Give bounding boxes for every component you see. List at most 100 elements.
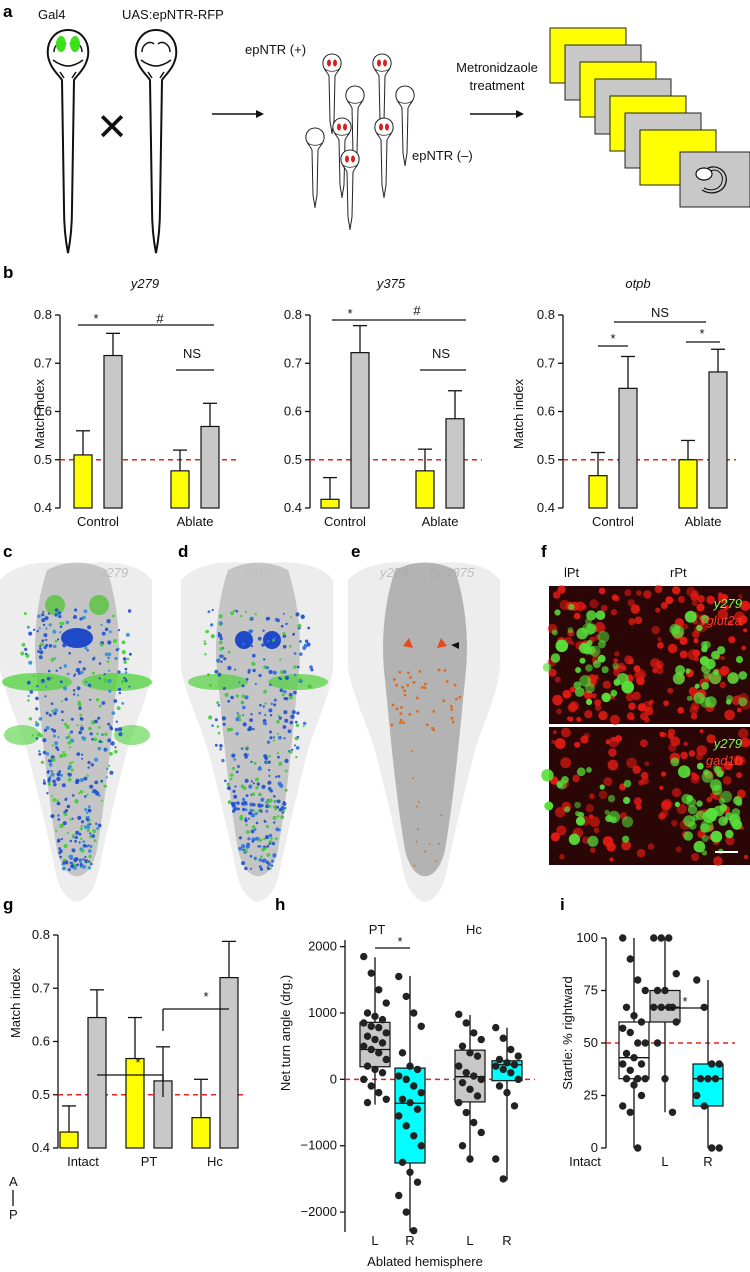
- bar: [87, 1016, 107, 1149]
- sig-label: *: [135, 1055, 140, 1070]
- red-cell: [686, 587, 696, 597]
- neuron-dot: [45, 685, 48, 688]
- neuron-dot: [279, 670, 284, 675]
- neuron-dot: [272, 670, 277, 675]
- green-cell: [579, 675, 592, 687]
- neuron-dot: [75, 667, 81, 673]
- overlap-dot: [425, 723, 429, 727]
- neuron-dot: [109, 725, 113, 729]
- red-cell: [736, 707, 742, 713]
- neuron-dot: [237, 714, 241, 719]
- neuron-dot: [203, 642, 207, 645]
- neuron-dot: [230, 695, 234, 700]
- data-point: [653, 1039, 662, 1047]
- neuron-dot: [86, 649, 89, 652]
- red-cell: [640, 712, 648, 721]
- neuron-dot: [279, 658, 282, 661]
- green-cell: [712, 669, 719, 676]
- red-cell: [640, 771, 649, 780]
- neuron-dot: [101, 733, 104, 736]
- data-point: [641, 1039, 649, 1047]
- neuron-dot: [253, 856, 257, 860]
- red-cell: [590, 847, 596, 853]
- neuron-dot: [42, 610, 45, 613]
- neuron-dot: [89, 784, 94, 789]
- neuron-dot: [278, 716, 282, 720]
- panel-label-a: a: [3, 2, 13, 21]
- bar: [219, 976, 239, 1149]
- neuron-dot: [233, 807, 237, 811]
- neuron-dot: [69, 761, 72, 765]
- data-point: [378, 1015, 387, 1024]
- green-cell: [564, 806, 571, 813]
- neuron-dot: [266, 844, 270, 848]
- neuron-dot: [261, 784, 266, 789]
- y-tick-label: 0.8: [537, 307, 555, 322]
- red-cell: [647, 843, 655, 850]
- neuron-dot: [78, 660, 82, 664]
- data-point: [653, 986, 662, 995]
- red-cell: [733, 755, 744, 766]
- red-cell: [610, 737, 616, 742]
- neuron-dot: [63, 664, 68, 668]
- red-cell: [585, 804, 594, 813]
- neuron-dot: [111, 711, 116, 715]
- neuron-dot: [50, 728, 54, 731]
- bar: [170, 470, 190, 509]
- neuron-dot: [245, 823, 248, 827]
- neuron-dot: [74, 608, 78, 612]
- panel-h: h PT Hc −2000 −1000 0 1000 2000 L R L R * Net tur…: [275, 895, 535, 1269]
- neuron-dot: [289, 645, 292, 648]
- neuron-dot: [107, 722, 111, 726]
- neuron-dot: [78, 706, 82, 710]
- red-cell: [594, 622, 606, 633]
- y-tick-label: 0.4: [32, 1140, 50, 1155]
- green-cell: [701, 771, 714, 783]
- neuron-dot: [117, 670, 121, 674]
- neuron-dot: [24, 647, 28, 651]
- neuron-dot: [57, 638, 60, 641]
- neuron-dot: [37, 732, 42, 737]
- red-cell: [594, 674, 599, 680]
- red-cell: [594, 704, 602, 711]
- panel-f: f lPt rPt y279 vglut2a y279 gad1b: [541, 542, 750, 866]
- green-cell: [713, 805, 725, 817]
- y-tick-label: 2000: [308, 939, 337, 954]
- neuron-dot: [66, 804, 71, 809]
- cross-symbol: ✕: [96, 105, 128, 149]
- neuron-dot: [87, 760, 91, 765]
- neuron-dot: [222, 722, 226, 726]
- neuron-dot: [258, 806, 261, 808]
- red-cell: [697, 595, 705, 603]
- neuron-dot: [52, 729, 57, 733]
- overlap-dot: [458, 695, 462, 699]
- bar: [445, 418, 465, 509]
- neuron-dot: [114, 727, 119, 732]
- neuron-dot: [58, 847, 62, 850]
- neuron-dot: [95, 698, 100, 702]
- neuron-dot: [282, 632, 286, 636]
- neuron-dot: [295, 746, 300, 750]
- x-category-label: R: [703, 1154, 712, 1169]
- neuron-dot: [115, 720, 118, 723]
- overlap-dot: [451, 720, 455, 724]
- red-cell: [625, 693, 635, 702]
- neuron-dot: [265, 666, 269, 670]
- red-cell: [668, 743, 677, 752]
- neuron-dot: [219, 744, 223, 748]
- neuron-dot: [93, 737, 97, 742]
- data-point: [395, 1191, 403, 1200]
- data-point: [661, 1075, 669, 1083]
- neuron-dot: [21, 642, 26, 647]
- neuron-dot: [96, 732, 99, 735]
- neuron-dot: [65, 736, 69, 739]
- neuron-dot: [128, 652, 132, 656]
- neuron-dot: [68, 733, 71, 736]
- neuron-dot: [128, 685, 131, 688]
- green-cell: [586, 767, 592, 773]
- green-cell: [714, 766, 722, 774]
- red-cell: [622, 666, 627, 671]
- neuron-dot: [69, 818, 72, 821]
- data-point: [360, 1019, 368, 1027]
- green-cell: [597, 631, 610, 643]
